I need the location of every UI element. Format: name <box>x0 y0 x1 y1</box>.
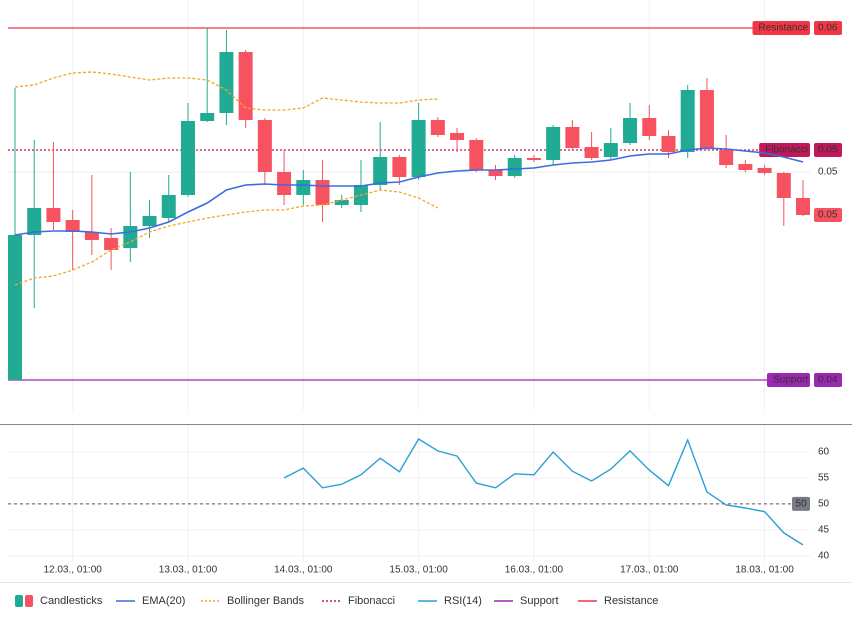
bollinger-band <box>14 189 439 286</box>
candle-body <box>661 136 676 152</box>
bollinger-band <box>14 71 438 111</box>
level-pill <box>766 373 810 387</box>
x-tick-label: 17.03., 01:00 <box>620 565 679 576</box>
legend-label: Candlesticks <box>40 595 103 607</box>
legend: Candlesticks EMA(20) Bollinger Bands Fibona… <box>15 595 658 607</box>
ema-line <box>14 147 804 236</box>
rsi-level-pill <box>792 496 810 511</box>
y-tick-label: 60 <box>818 447 830 458</box>
rsi-level-label: 50 <box>795 499 807 510</box>
candle-body <box>296 180 311 195</box>
candle-body <box>161 195 176 218</box>
last-price-label: 0.05 <box>818 210 838 221</box>
level-value-label: 0.04 <box>818 375 838 386</box>
candle-body <box>200 113 215 121</box>
level-pill <box>759 143 810 157</box>
candle-body <box>257 120 272 172</box>
candle-body <box>84 232 99 240</box>
level-value-pill <box>814 373 842 387</box>
candle-body <box>392 157 407 177</box>
candle-body <box>238 52 253 120</box>
legend-label: Bollinger Bands <box>227 595 305 607</box>
level-name: Resistance <box>759 23 809 34</box>
y-tick-label: 45 <box>818 524 830 535</box>
legend-label: Fibonacci <box>348 595 395 607</box>
level-value-label: 0.05 <box>818 145 838 156</box>
candle-body <box>584 147 599 158</box>
candle-body <box>738 164 753 170</box>
legend-label: Support <box>520 595 559 607</box>
candle-body <box>699 90 714 148</box>
candle-body <box>142 216 157 226</box>
level-value-pill <box>814 21 842 35</box>
x-tick-label: 16.03., 01:00 <box>505 565 564 576</box>
candle-body <box>469 140 484 170</box>
level-pill <box>752 21 810 35</box>
candle-body <box>680 90 695 152</box>
candle-body <box>27 208 42 235</box>
candle-body <box>757 168 772 173</box>
candle-body <box>65 220 80 232</box>
y-tick-label: 0.05 <box>818 167 838 178</box>
level-value-pill <box>814 143 842 157</box>
x-tick-label: 14.03., 01:00 <box>274 565 333 576</box>
candle-body <box>104 238 119 250</box>
legend-swatch <box>15 595 23 607</box>
candle-body <box>776 173 791 198</box>
level-value-label: 0.06 <box>818 23 838 34</box>
candle-body <box>526 158 541 160</box>
x-tick-label: 15.03., 01:00 <box>389 565 448 576</box>
legend-swatch <box>25 595 33 607</box>
candle-body <box>315 180 330 205</box>
candle-body <box>180 121 195 195</box>
legend-label: Resistance <box>604 595 658 607</box>
candle-body <box>488 170 503 176</box>
candle-body <box>277 172 292 195</box>
x-tick-label: 13.03., 01:00 <box>159 565 218 576</box>
candle-body <box>507 158 522 176</box>
y-tick-label: 40 <box>818 550 830 561</box>
candle-body <box>719 150 734 165</box>
candle-body <box>219 52 234 113</box>
y-tick-label: 50 <box>818 499 830 510</box>
legend-label: RSI(14) <box>444 595 482 607</box>
last-price-pill <box>814 208 842 222</box>
candle-body <box>546 127 561 160</box>
candle-body <box>430 120 445 135</box>
y-tick-label: 55 <box>818 473 830 484</box>
candle-body <box>450 133 465 140</box>
candle-body <box>565 127 580 148</box>
candle-body <box>603 143 618 157</box>
candle-body <box>411 120 426 177</box>
candle-body <box>123 226 138 248</box>
rsi-line <box>283 438 804 546</box>
legend-label: EMA(20) <box>142 595 185 607</box>
x-tick-label: 12.03., 01:00 <box>43 565 102 576</box>
candle-body <box>642 118 657 136</box>
candle-body <box>796 198 811 215</box>
level-name: Fibonacci <box>765 145 808 156</box>
candle-body <box>623 118 638 143</box>
x-tick-label: 18.03., 01:00 <box>735 565 794 576</box>
candle-body <box>334 200 349 205</box>
level-name: Support <box>773 375 808 386</box>
candle-body <box>373 157 388 185</box>
candle-body <box>46 208 61 222</box>
candle-body <box>8 235 22 380</box>
